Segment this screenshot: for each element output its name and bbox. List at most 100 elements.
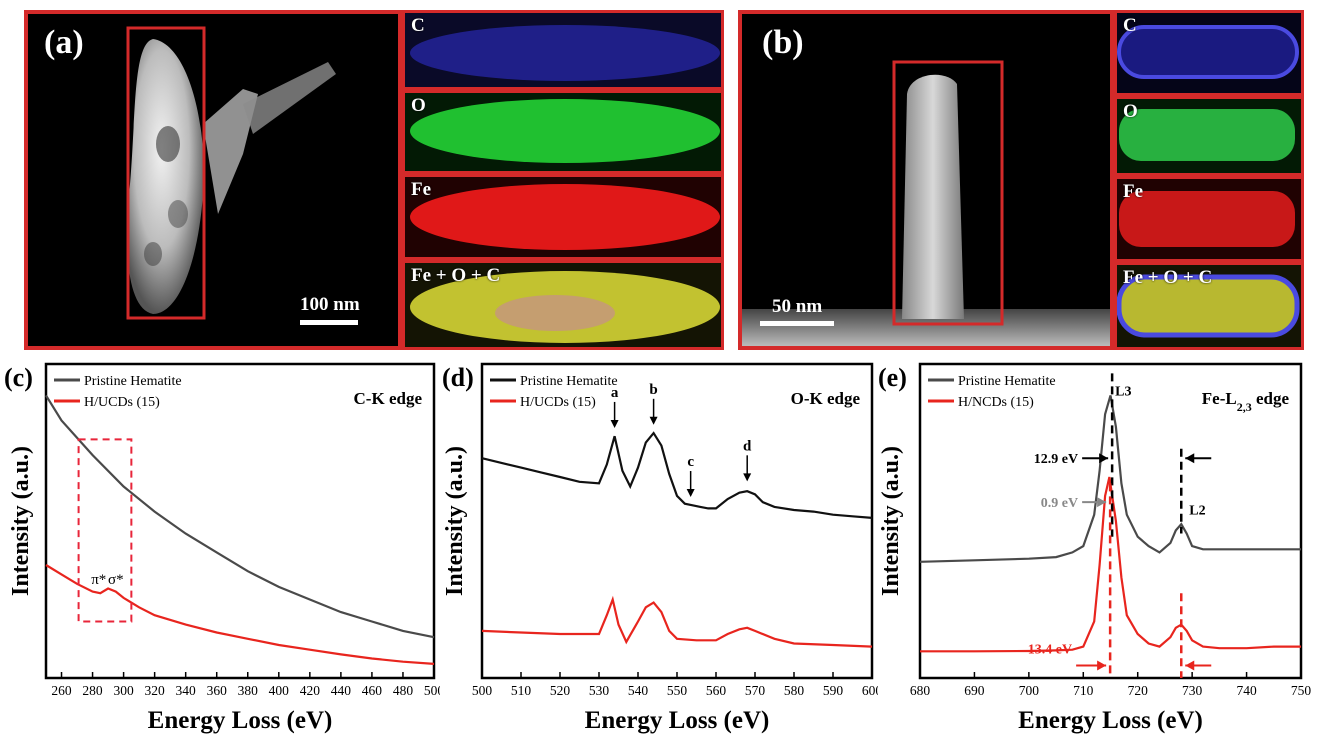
chart-0-xtick-label-2: 300 [113, 683, 134, 698]
chart-0-peak-label-pi: π* [91, 572, 106, 588]
chart-1-peak-arrowhead-3 [743, 473, 751, 481]
panel-b-map-c-label: C [1123, 15, 1137, 37]
chart-2-width-arrowhead-black-right [1185, 453, 1194, 463]
chart-2-xtick-label-5: 730 [1182, 683, 1203, 698]
chart-1-peak-arrowhead-2 [687, 489, 695, 497]
chart-2-peak-label-l3: L3 [1115, 384, 1131, 399]
panel-a-map-c-label: C [411, 15, 425, 37]
chart-1-xtick-label-1: 510 [511, 683, 532, 698]
chart-2-legend-label-0: Pristine Hematite [958, 374, 1056, 389]
chart-0-series-0 [46, 395, 434, 637]
chart-2-width-label-black: 12.9 eV [1034, 452, 1078, 467]
chart-2-width-arrowhead-red-left [1097, 660, 1106, 670]
panel-a-letter: (a) [44, 24, 84, 62]
chart-2-xlabel: Energy Loss (eV) [1018, 707, 1203, 734]
panel-a-scale-label: 100 nm [300, 294, 360, 316]
panel-a-map-o-label: O [411, 95, 426, 117]
chart-1-xlabel: Energy Loss (eV) [585, 707, 770, 734]
chart-2-edge-annotation: Fe-L2,3 edge [1202, 389, 1290, 414]
chart-1-legend-label-0: Pristine Hematite [520, 374, 618, 389]
chart-0-xtick-label-9: 440 [331, 683, 352, 698]
chart-0-xtick-label-5: 360 [207, 683, 228, 698]
chart-0-legend-label-1: H/UCDs (15) [84, 395, 160, 410]
chart-1-xtick-label-5: 550 [667, 683, 688, 698]
chart-0-xtick-label-7: 400 [269, 683, 290, 698]
chart-2-shift-label-gray: 0.9 eV [1041, 496, 1078, 511]
chart-2-xtick-label-6: 740 [1236, 683, 1257, 698]
chart-2-width-label-red: 13.4 eV [1028, 642, 1072, 657]
chart-1-xtick-label-2: 520 [550, 683, 571, 698]
chart-2-xtick-label-7: 750 [1291, 683, 1312, 698]
chart-0-xtick-label-11: 480 [393, 683, 414, 698]
chart-0-xtick-label-0: 260 [51, 683, 72, 698]
panel-a-map-overlay: Fe + O + C [402, 260, 724, 350]
chart-0-xtick-label-8: 420 [300, 683, 321, 698]
panel-a-map-fe: Fe [402, 174, 724, 260]
panel-b-map-overlay: Fe + O + C [1114, 262, 1304, 350]
chart-2-width-arrowhead-red-right [1185, 660, 1194, 670]
panel-a-map-o: O [402, 90, 724, 174]
chart-0-xtick-label-10: 460 [362, 683, 383, 698]
chart-0-xtick-label-12: 500 [424, 683, 440, 698]
chart-1-peak-arrowhead-0 [611, 420, 619, 428]
chart-0-legend-label-0: Pristine Hematite [84, 374, 182, 389]
panel-b-scale-label: 50 nm [772, 296, 822, 318]
panel-b-map-fe-label: Fe [1123, 181, 1143, 203]
chart-1-peak-label-2: c [687, 454, 694, 470]
panel-e-fe-l-edge-chart: 680 690 700 710 720 730 740 750 Energy Loss (eV)… [878, 356, 1317, 734]
chart-1-peak-arrowhead-1 [650, 417, 658, 425]
chart-0-xlabel: Energy Loss (eV) [148, 707, 333, 734]
chart-1-series-1 [482, 600, 872, 647]
chart-1-xtick-label-6: 560 [706, 683, 727, 698]
chart-1-series-0 [482, 433, 872, 518]
chart-1-xtick-label-3: 530 [589, 683, 610, 698]
chart-1-xtick-label-7: 570 [745, 683, 766, 698]
chart-1-legend-label-1: H/UCDs (15) [520, 395, 596, 410]
chart-1-edge-annotation: O-K edge [791, 389, 861, 408]
chart-2-legend-label-1: H/NCDs (15) [958, 395, 1034, 410]
chart-2-panel-letter: (e) [878, 363, 907, 392]
chart-1-peak-label-1: b [649, 382, 657, 398]
chart-1-xtick-label-10: 600 [862, 683, 878, 698]
panel-b-map-fe: Fe [1114, 176, 1304, 262]
panel-a-map-fe-label: Fe [411, 179, 431, 201]
panel-c-c-k-edge-chart: 260 280 300 320 340 360 380 400 420 440 460 480 500 E… [0, 356, 440, 734]
panel-b-scale-bar [760, 321, 834, 326]
panel-a-map-c: C [402, 10, 724, 90]
chart-2-peak-label-l2: L2 [1189, 504, 1205, 519]
chart-2-width-arrowhead-black-left [1099, 453, 1108, 463]
chart-2-ylabel: Intensity (a.u.) [878, 446, 904, 596]
chart-1-ylabel: Intensity (a.u.) [442, 446, 468, 596]
chart-0-peak-label-sigma: σ* [108, 572, 124, 588]
panel-d-o-k-edge-chart: 500 510 520 530 540 550 560 570 580 590 600 Energy … [440, 356, 878, 734]
chart-0-plot-frame [46, 364, 434, 678]
panel-b-map-o-label: O [1123, 101, 1138, 123]
chart-0-xtick-label-4: 340 [176, 683, 197, 698]
panel-a-scale-bar [300, 320, 358, 325]
panel-b-letter: (b) [762, 24, 804, 62]
chart-2-xtick-label-0: 680 [910, 683, 931, 698]
chart-1-xtick-label-9: 590 [823, 683, 844, 698]
chart-0-xtick-label-3: 320 [145, 683, 166, 698]
chart-1-xtick-label-8: 580 [784, 683, 805, 698]
panel-a-haadf-image: (a) 100 nm [24, 10, 402, 350]
panel-b-map-overlay-label: Fe + O + C [1123, 267, 1212, 289]
chart-1-panel-letter: (d) [442, 363, 474, 392]
chart-2-xtick-label-3: 710 [1073, 683, 1094, 698]
chart-1-plot-frame [482, 364, 872, 678]
chart-0-xtick-label-1: 280 [82, 683, 103, 698]
chart-2-xtick-label-2: 700 [1019, 683, 1040, 698]
chart-1-xtick-label-0: 500 [472, 683, 493, 698]
panel-b-haadf-image: (b) 50 nm [738, 10, 1114, 350]
panel-a-map-overlay-label: Fe + O + C [411, 265, 500, 287]
chart-2-xtick-label-4: 720 [1128, 683, 1149, 698]
chart-1-xtick-label-4: 540 [628, 683, 649, 698]
chart-1-peak-label-0: a [611, 385, 619, 401]
chart-0-panel-letter: (c) [4, 363, 33, 392]
chart-0-ylabel: Intensity (a.u.) [8, 446, 34, 596]
chart-0-xtick-label-6: 380 [238, 683, 259, 698]
chart-1-peak-label-3: d [743, 438, 752, 454]
chart-2-xtick-label-1: 690 [964, 683, 985, 698]
chart-0-edge-annotation: C-K edge [354, 389, 423, 408]
panel-b-map-c: C [1114, 10, 1304, 96]
